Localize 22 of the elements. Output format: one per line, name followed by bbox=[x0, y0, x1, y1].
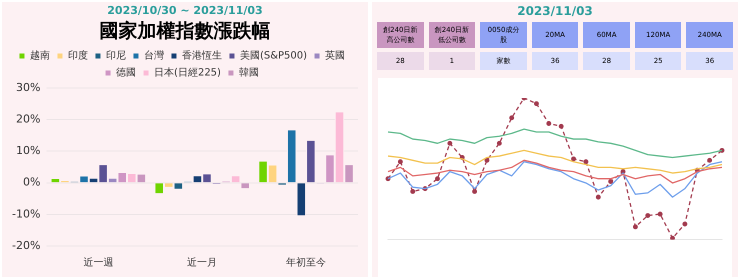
y-tick-label: 30% bbox=[16, 80, 40, 94]
legend-label: 越南 bbox=[30, 50, 50, 62]
legend-label: 德國 bbox=[116, 68, 136, 79]
y-tick-label: 10% bbox=[16, 144, 40, 158]
legend-label: 韓國 bbox=[238, 66, 259, 79]
text: 2023/11/03 bbox=[516, 4, 594, 18]
x-tick-label: 年初至今 bbox=[286, 256, 326, 269]
chart-title: 國家加權指數漲跌幅 bbox=[98, 19, 272, 44]
x-tick-label: 近一週 bbox=[83, 256, 114, 269]
legend-label: 日本(日經225) bbox=[154, 66, 222, 79]
y-tick-label: -20% bbox=[12, 238, 40, 252]
legend-label: 英國 bbox=[325, 50, 346, 62]
y-tick-label: -10% bbox=[12, 207, 40, 220]
legend-label: 美國(S&P500) bbox=[240, 50, 308, 62]
legend-label: 印度 bbox=[68, 50, 88, 62]
legend-label: 台灣 bbox=[144, 50, 164, 62]
y-tick-label: 20% bbox=[16, 112, 40, 126]
legend-label: 印尼 bbox=[106, 50, 126, 62]
chart-subtitle: 2023/10/30 ~ 2023/11/03 bbox=[106, 4, 264, 17]
legend-label: 香港恆生 bbox=[182, 50, 222, 62]
x-tick-label: 近一月 bbox=[187, 256, 218, 269]
y-tick-label: 0% bbox=[22, 176, 40, 189]
